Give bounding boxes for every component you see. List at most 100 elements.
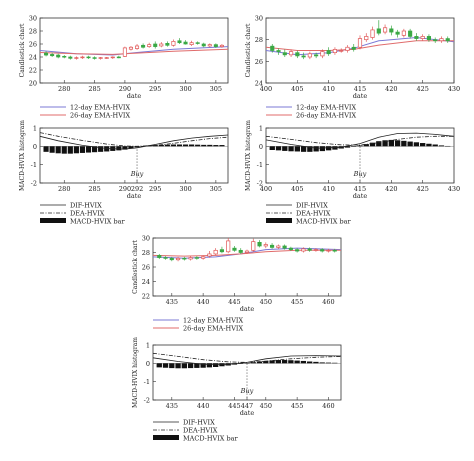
x-tick-label: 435 bbox=[166, 298, 178, 306]
y-tick-label: 0 bbox=[259, 143, 263, 151]
macd-bar bbox=[300, 146, 307, 152]
x-tick-label: 455 bbox=[291, 402, 303, 410]
macd-bar bbox=[288, 360, 294, 364]
y-tick-label: 24 bbox=[142, 278, 150, 286]
candle-body bbox=[426, 36, 432, 41]
macd-bar bbox=[194, 363, 200, 368]
x-tick-label: 450 bbox=[260, 402, 272, 410]
x-tick-label: 290 bbox=[119, 85, 131, 93]
y-axis-label: MACD-HVIX histogram bbox=[132, 337, 139, 408]
macd-bar bbox=[420, 143, 426, 147]
candle-body bbox=[44, 52, 49, 56]
candle-body bbox=[269, 244, 275, 248]
plot-frame bbox=[39, 127, 229, 184]
macd-bar bbox=[164, 144, 170, 147]
legend-label: DEA-HVIX bbox=[296, 209, 331, 217]
candle-body bbox=[408, 30, 413, 37]
candle-body bbox=[395, 31, 400, 35]
macd-bar bbox=[128, 146, 134, 149]
candle-body bbox=[201, 43, 206, 47]
x-axis-label: date bbox=[240, 409, 255, 417]
x-tick-label: 295 bbox=[149, 85, 161, 93]
candle-body bbox=[62, 55, 67, 58]
candle-body bbox=[110, 56, 115, 59]
x-tick-label: 405 bbox=[291, 185, 303, 193]
candle-body bbox=[153, 43, 158, 47]
x-tick-label: 445 bbox=[228, 298, 240, 306]
candle-body bbox=[282, 52, 287, 56]
y-tick-label: 1 bbox=[146, 342, 150, 350]
candle-body bbox=[307, 53, 312, 58]
y-tick-label: -1 bbox=[31, 161, 37, 169]
macd-bar bbox=[432, 144, 438, 147]
chart-D: -2 -1 0 1 400 405 410 415 420 425 430 date MACD-HVIX… bbox=[245, 120, 460, 226]
macd-bar bbox=[152, 145, 158, 147]
macd-bar bbox=[189, 144, 195, 147]
legend-label: 26-day EMA-HVIX bbox=[296, 111, 356, 119]
macd-bar bbox=[169, 363, 175, 369]
macd-bar bbox=[332, 362, 338, 364]
candle-body bbox=[238, 249, 243, 253]
candle-body bbox=[376, 28, 381, 34]
chart-C: 24 26 28 30 400 405 410 415 420 425 430 date Candles… bbox=[245, 15, 460, 120]
x-tick-label: 440 bbox=[197, 402, 209, 410]
legend-swatch bbox=[40, 218, 66, 223]
macd-bar bbox=[55, 146, 61, 154]
ema26-line bbox=[39, 48, 229, 55]
macd-bar bbox=[319, 362, 325, 364]
macd-bar bbox=[116, 146, 122, 151]
chart-F: -2 -1 0 1 435 440 445 447 450 455 460 date MACD-HVIX… bbox=[132, 337, 342, 442]
legend-label: MACD-HVIX bar bbox=[296, 217, 352, 225]
x-tick-label: 415 bbox=[354, 85, 366, 93]
macd-bar bbox=[369, 142, 376, 147]
candle-body bbox=[332, 249, 337, 252]
macd-bar bbox=[122, 146, 128, 150]
candle-body bbox=[370, 29, 375, 38]
candle-body bbox=[213, 44, 218, 47]
legend-swatch bbox=[266, 218, 292, 223]
candle-body bbox=[116, 56, 121, 59]
macd-bar bbox=[170, 144, 176, 147]
macd-bar bbox=[332, 146, 338, 150]
candle-body bbox=[257, 242, 262, 247]
macd-bar bbox=[73, 146, 79, 154]
macd-bar bbox=[394, 140, 401, 147]
macd-bar bbox=[162, 363, 169, 368]
x-tick-label: 460 bbox=[322, 298, 334, 306]
legend-label: DEA-HVIX bbox=[70, 209, 105, 217]
y-tick-label: -1 bbox=[144, 378, 150, 386]
candle-body bbox=[128, 46, 133, 50]
macd-bar bbox=[269, 360, 275, 364]
candle-body bbox=[307, 248, 312, 251]
candle-body bbox=[326, 50, 331, 55]
dif-line bbox=[265, 132, 455, 149]
candle-body bbox=[165, 42, 170, 46]
plot-frame bbox=[152, 237, 342, 297]
macd-bar bbox=[313, 361, 319, 364]
candle-body bbox=[157, 255, 162, 258]
legend-label: MACD-HVIX bar bbox=[70, 217, 126, 225]
macd-bar bbox=[319, 146, 326, 152]
x-tick-label: 280 bbox=[58, 185, 70, 193]
y-tick-label: 0 bbox=[33, 143, 37, 151]
x-axis-label: date bbox=[240, 305, 255, 313]
candle-body bbox=[194, 257, 199, 259]
candle-body bbox=[301, 55, 306, 58]
candle-body bbox=[50, 54, 55, 57]
candle-body bbox=[382, 27, 388, 33]
y-tick-label: 26 bbox=[29, 41, 37, 49]
legend-label: 26-day EMA-HVIX bbox=[70, 111, 130, 119]
macd-bar bbox=[92, 146, 98, 153]
candle-body bbox=[232, 247, 237, 251]
candle-body bbox=[177, 40, 182, 44]
candle-body bbox=[439, 38, 444, 42]
x-tick-label: 280 bbox=[58, 85, 70, 93]
macd-bar bbox=[98, 146, 104, 152]
candle-body bbox=[389, 28, 394, 33]
candle-body bbox=[189, 42, 194, 46]
macd-bar bbox=[176, 144, 183, 147]
candle-body bbox=[364, 36, 369, 41]
x-tick-label: 425 bbox=[416, 85, 428, 93]
buy-marker-label: Buy bbox=[130, 170, 144, 178]
legend-label: DIF-HVIX bbox=[70, 201, 102, 209]
